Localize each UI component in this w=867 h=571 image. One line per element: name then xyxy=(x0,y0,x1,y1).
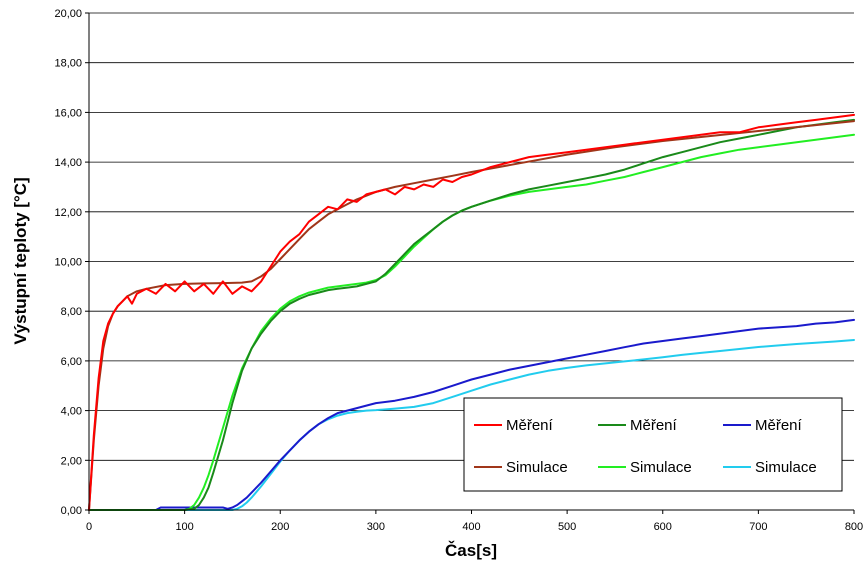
y-tick-label: 18,00 xyxy=(54,58,82,70)
y-tick-label: 12,00 xyxy=(54,207,82,219)
y-axis-title: Výstupní teploty [°C] xyxy=(11,177,30,344)
x-tick-label: 700 xyxy=(749,521,767,533)
series-line-5 xyxy=(88,339,855,511)
series-group xyxy=(88,113,855,511)
legend-label: Měření xyxy=(755,417,803,434)
y-tick-label: 10,00 xyxy=(54,257,82,269)
y-tick-label: 0,00 xyxy=(61,505,82,517)
series-line-2 xyxy=(88,118,855,511)
series-line-3 xyxy=(88,133,855,511)
x-tick-label: 100 xyxy=(175,521,193,533)
legend: Měření Měření Měření Simulace Simulace Simula… xyxy=(463,397,843,492)
x-tick-label: 800 xyxy=(845,521,863,533)
y-tick-label: 14,00 xyxy=(54,157,82,169)
y-tick-label: 16,00 xyxy=(54,107,82,119)
x-tick-label: 200 xyxy=(271,521,289,533)
series-line-0 xyxy=(88,113,855,511)
x-axis-title: Čas[s] xyxy=(445,541,497,560)
legend-label: Simulace xyxy=(630,459,692,476)
legend-label: Měření xyxy=(506,417,554,434)
series-line-4 xyxy=(88,318,855,511)
legend-label: Simulace xyxy=(755,459,817,476)
y-tick-label: 2,00 xyxy=(61,455,82,467)
x-tick-labels: 0 100 200 300 400 500 600 700 800 xyxy=(86,510,863,533)
legend-label: Simulace xyxy=(506,459,568,476)
legend-label: Měření xyxy=(630,417,678,434)
x-tick-label: 500 xyxy=(558,521,576,533)
x-tick-label: 300 xyxy=(367,521,385,533)
y-tick-label: 20,00 xyxy=(54,8,82,20)
y-tick-labels: 0,00 2,00 4,00 6,00 8,00 10,00 12,00 14,00 16,00… xyxy=(54,8,89,517)
y-tick-label: 6,00 xyxy=(61,356,82,368)
x-tick-label: 0 xyxy=(86,521,92,533)
x-tick-label: 600 xyxy=(654,521,672,533)
x-tick-label: 400 xyxy=(462,521,480,533)
legend-box xyxy=(463,397,843,492)
y-tick-label: 8,00 xyxy=(61,306,82,318)
y-tick-label: 4,00 xyxy=(61,406,82,418)
